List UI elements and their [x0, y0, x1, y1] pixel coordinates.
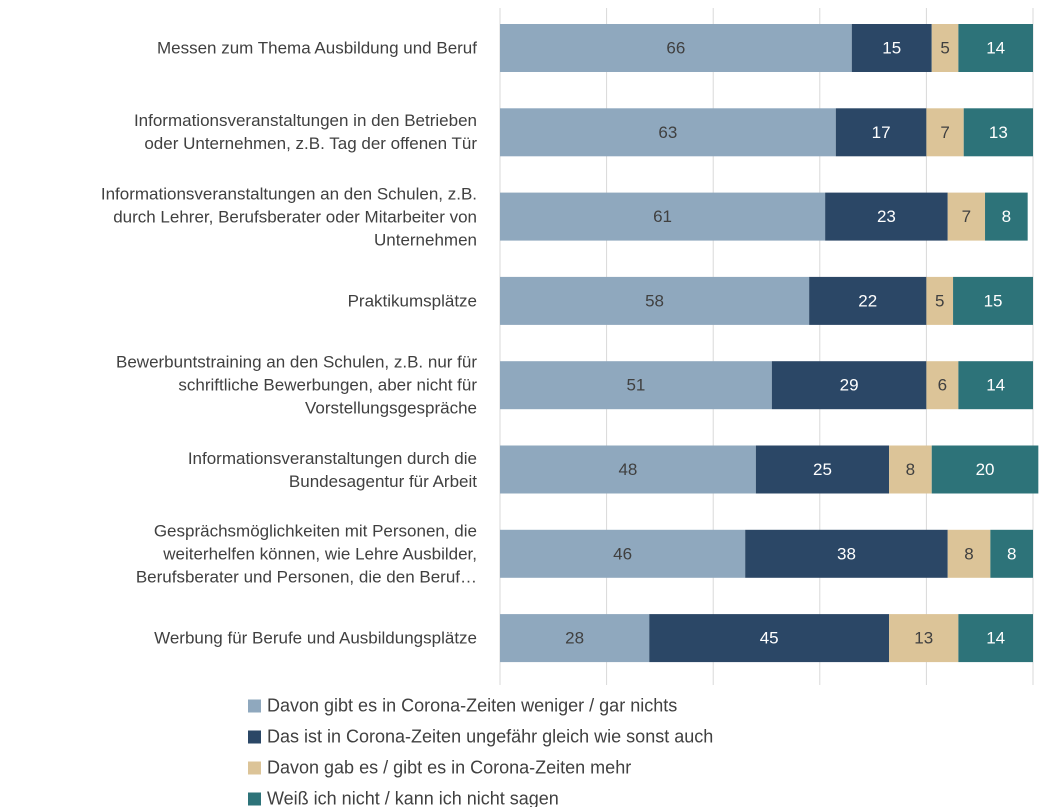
bar-segment: [755, 445, 890, 494]
bar-segment: [500, 24, 852, 72]
category-label: Bewerbuntstraining an den Schulen, z.B. …: [116, 352, 477, 418]
data-label: 5: [935, 291, 944, 310]
legend-swatch: [248, 730, 261, 744]
legend-label: Davon gibt es in Corona-Zeiten weniger /…: [267, 695, 678, 716]
data-label: 5: [940, 39, 949, 58]
data-label: 14: [986, 376, 1005, 395]
bar-segment: [931, 445, 1039, 494]
data-label: 8: [964, 544, 973, 563]
data-label: 17: [872, 123, 891, 142]
legend-item: Davon gab es / gibt es in Corona-Zeiten …: [248, 758, 631, 779]
bar-segment: [958, 361, 1033, 410]
bar-segment: [953, 276, 1033, 325]
bar-segment: [500, 614, 650, 663]
bar-segment: [851, 24, 932, 72]
legend-label: Weiß ich nicht / kann ich nicht sagen: [267, 788, 559, 807]
category-label: Praktikumsplätze: [347, 291, 477, 311]
bar-segment: [500, 445, 756, 494]
category-label: Informationsveranstaltungen durch die Bu…: [187, 448, 477, 491]
bar-segment: [926, 361, 959, 410]
bar-segment: [500, 108, 836, 157]
legend-item: Davon gibt es in Corona-Zeiten weniger /…: [248, 696, 677, 717]
bar-segment: [947, 529, 991, 578]
data-label: 15: [984, 291, 1003, 310]
category-label: Gesprächsmöglichkeiten mit Personen, die…: [135, 521, 477, 587]
data-label: 51: [626, 376, 645, 395]
data-label: 25: [813, 460, 832, 479]
bar-segment: [931, 24, 959, 72]
data-label: 7: [940, 123, 949, 142]
data-label: 63: [658, 123, 677, 142]
legend-item: Das ist in Corona-Zeiten ungefähr gleich…: [248, 727, 713, 748]
data-label: 6: [938, 376, 947, 395]
bar-segment: [958, 614, 1033, 663]
bar-segment: [889, 614, 959, 663]
legend-label: Das ist in Corona-Zeiten ungefähr gleich…: [267, 726, 714, 747]
category-label: Werbung für Berufe und Ausbildungsplätze: [154, 628, 477, 648]
bar-segment: [649, 614, 890, 663]
data-label: 14: [986, 629, 1005, 648]
data-label: 28: [565, 629, 584, 648]
data-label: 45: [760, 629, 779, 648]
data-label: 13: [989, 123, 1008, 142]
bar-segment: [825, 192, 948, 241]
bar-segment: [985, 192, 1028, 241]
data-label: 23: [877, 207, 896, 226]
data-label: 8: [906, 460, 915, 479]
data-label: 29: [840, 376, 859, 395]
bar-segment: [771, 361, 927, 410]
data-label: 8: [1002, 207, 1011, 226]
bar-segment: [963, 108, 1033, 157]
bar-segment: [947, 192, 986, 241]
bar-segment: [926, 276, 954, 325]
legend-swatch: [248, 699, 261, 713]
data-label: 22: [858, 291, 877, 310]
bar-segment: [500, 276, 810, 325]
category-label: Informationsveranstaltungen an den Schul…: [100, 184, 477, 250]
data-label: 66: [666, 39, 685, 58]
data-label: 58: [645, 291, 664, 310]
legend-label: Davon gab es / gibt es in Corona-Zeiten …: [267, 757, 632, 778]
data-label: 15: [882, 39, 901, 58]
data-label: 48: [618, 460, 637, 479]
bar-segment: [958, 24, 1033, 72]
category-label: Messen zum Thema Ausbildung und Beruf: [156, 38, 477, 58]
category-label: Informationsveranstaltungen in den Betri…: [133, 111, 477, 154]
bar-segment: [500, 192, 826, 241]
data-label: 8: [1007, 544, 1016, 563]
data-label: 7: [962, 207, 971, 226]
legend-item: Weiß ich nicht / kann ich nicht sagen: [248, 789, 559, 807]
data-label: 13: [914, 629, 933, 648]
bar-segment: [835, 108, 927, 157]
bar-segment: [809, 276, 927, 325]
bar-segment: [745, 529, 948, 578]
bar-segment: [926, 108, 964, 157]
legend-swatch: [248, 792, 261, 806]
data-label: 61: [653, 207, 672, 226]
data-label: 46: [613, 544, 632, 563]
data-label: 38: [837, 544, 856, 563]
bar-segment: [500, 361, 772, 410]
bar-segment: [500, 529, 746, 578]
data-label: 14: [986, 39, 1005, 58]
data-label: 20: [976, 460, 995, 479]
bar-segment: [889, 445, 932, 494]
bar-segment: [990, 529, 1033, 578]
legend-swatch: [248, 761, 261, 775]
